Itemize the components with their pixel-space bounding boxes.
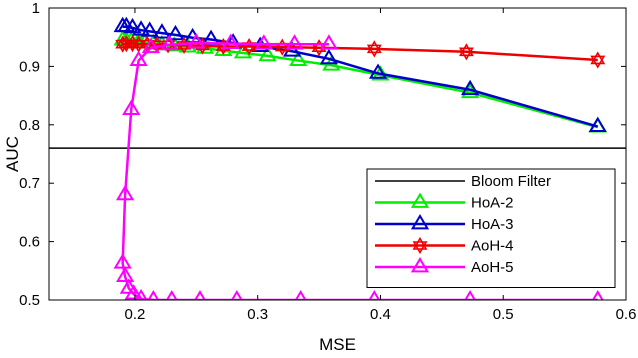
x-tick-label: 0.4 bbox=[370, 306, 391, 323]
data-point bbox=[366, 40, 382, 58]
data-point bbox=[368, 290, 381, 300]
data-point bbox=[258, 45, 277, 62]
legend-label: Bloom Filter bbox=[471, 173, 551, 190]
data-point bbox=[115, 266, 135, 283]
data-point bbox=[464, 290, 476, 300]
legend-marker-sample bbox=[410, 257, 430, 273]
series-aoh-5 bbox=[113, 33, 604, 300]
legend-label: HoA-3 bbox=[471, 216, 514, 233]
data-point bbox=[319, 48, 339, 65]
legend-entry: HoA-2 bbox=[375, 192, 514, 212]
legend-marker-sample bbox=[412, 236, 428, 255]
y-tick-label: 0.7 bbox=[19, 175, 40, 192]
series-line bbox=[121, 41, 598, 300]
data-point bbox=[588, 116, 607, 132]
data-point bbox=[165, 290, 178, 300]
data-point bbox=[294, 290, 307, 300]
data-point bbox=[152, 23, 172, 39]
data-point bbox=[289, 50, 308, 66]
data-point bbox=[368, 63, 388, 79]
data-point bbox=[134, 288, 148, 300]
y-tick-label: 0.6 bbox=[19, 234, 40, 251]
axis-ticks: 0.2 0.3 0.4 0.5 0.6 0.5 0.6 0.7 0.8 0.9 1 bbox=[19, 0, 636, 323]
legend-entry: Bloom Filter bbox=[375, 173, 551, 190]
data-point bbox=[123, 17, 142, 34]
data-point bbox=[115, 184, 135, 201]
data-point bbox=[194, 290, 206, 300]
data-point bbox=[141, 37, 161, 54]
legend-entry: AoH-5 bbox=[375, 257, 514, 276]
legend-entry: HoA-3 bbox=[375, 214, 514, 233]
x-axis-title: MSE bbox=[319, 335, 356, 354]
data-point bbox=[254, 34, 273, 50]
y-tick-label: 1 bbox=[32, 0, 40, 17]
data-point bbox=[166, 24, 185, 41]
legend-label: HoA-2 bbox=[471, 195, 514, 212]
plot-area-frame bbox=[48, 7, 627, 301]
x-tick-label: 0.6 bbox=[616, 306, 637, 323]
series-hoa-3 bbox=[113, 16, 607, 132]
data-point bbox=[221, 33, 240, 50]
x-tick-label: 0.5 bbox=[493, 306, 514, 323]
data-point bbox=[129, 50, 148, 66]
data-point bbox=[591, 290, 604, 300]
plot-series-area bbox=[49, 16, 626, 300]
legend-marker-sample bbox=[410, 192, 430, 208]
y-tick-label: 0.5 bbox=[19, 292, 40, 309]
y-tick-label: 0.9 bbox=[19, 58, 40, 75]
series-line bbox=[122, 38, 599, 129]
y-tick-label: 0.8 bbox=[19, 117, 40, 134]
data-point bbox=[131, 20, 151, 36]
legend: Bloom Filter HoA-2 HoA-3 AoH-4 AoH-5 bbox=[366, 168, 616, 288]
data-point bbox=[187, 33, 206, 49]
data-point bbox=[319, 34, 339, 50]
data-point bbox=[113, 253, 132, 269]
data-point bbox=[230, 290, 243, 300]
data-point bbox=[160, 34, 179, 51]
data-point bbox=[119, 278, 138, 294]
x-tick-label: 0.3 bbox=[247, 306, 268, 323]
data-point bbox=[147, 290, 160, 300]
legend-marker-sample bbox=[410, 214, 430, 230]
data-point bbox=[590, 51, 606, 69]
data-point bbox=[233, 43, 253, 59]
x-tick-label: 0.2 bbox=[125, 306, 146, 323]
legend-entry: AoH-4 bbox=[375, 236, 514, 255]
data-point bbox=[122, 99, 141, 116]
y-axis-title: AUC bbox=[3, 136, 22, 172]
legend-label: AoH-5 bbox=[471, 259, 514, 276]
data-point bbox=[458, 43, 474, 61]
plot-content bbox=[49, 16, 626, 300]
data-point bbox=[460, 79, 480, 96]
data-point bbox=[140, 21, 159, 37]
legend-label: AoH-4 bbox=[471, 238, 514, 255]
data-point bbox=[285, 34, 304, 50]
